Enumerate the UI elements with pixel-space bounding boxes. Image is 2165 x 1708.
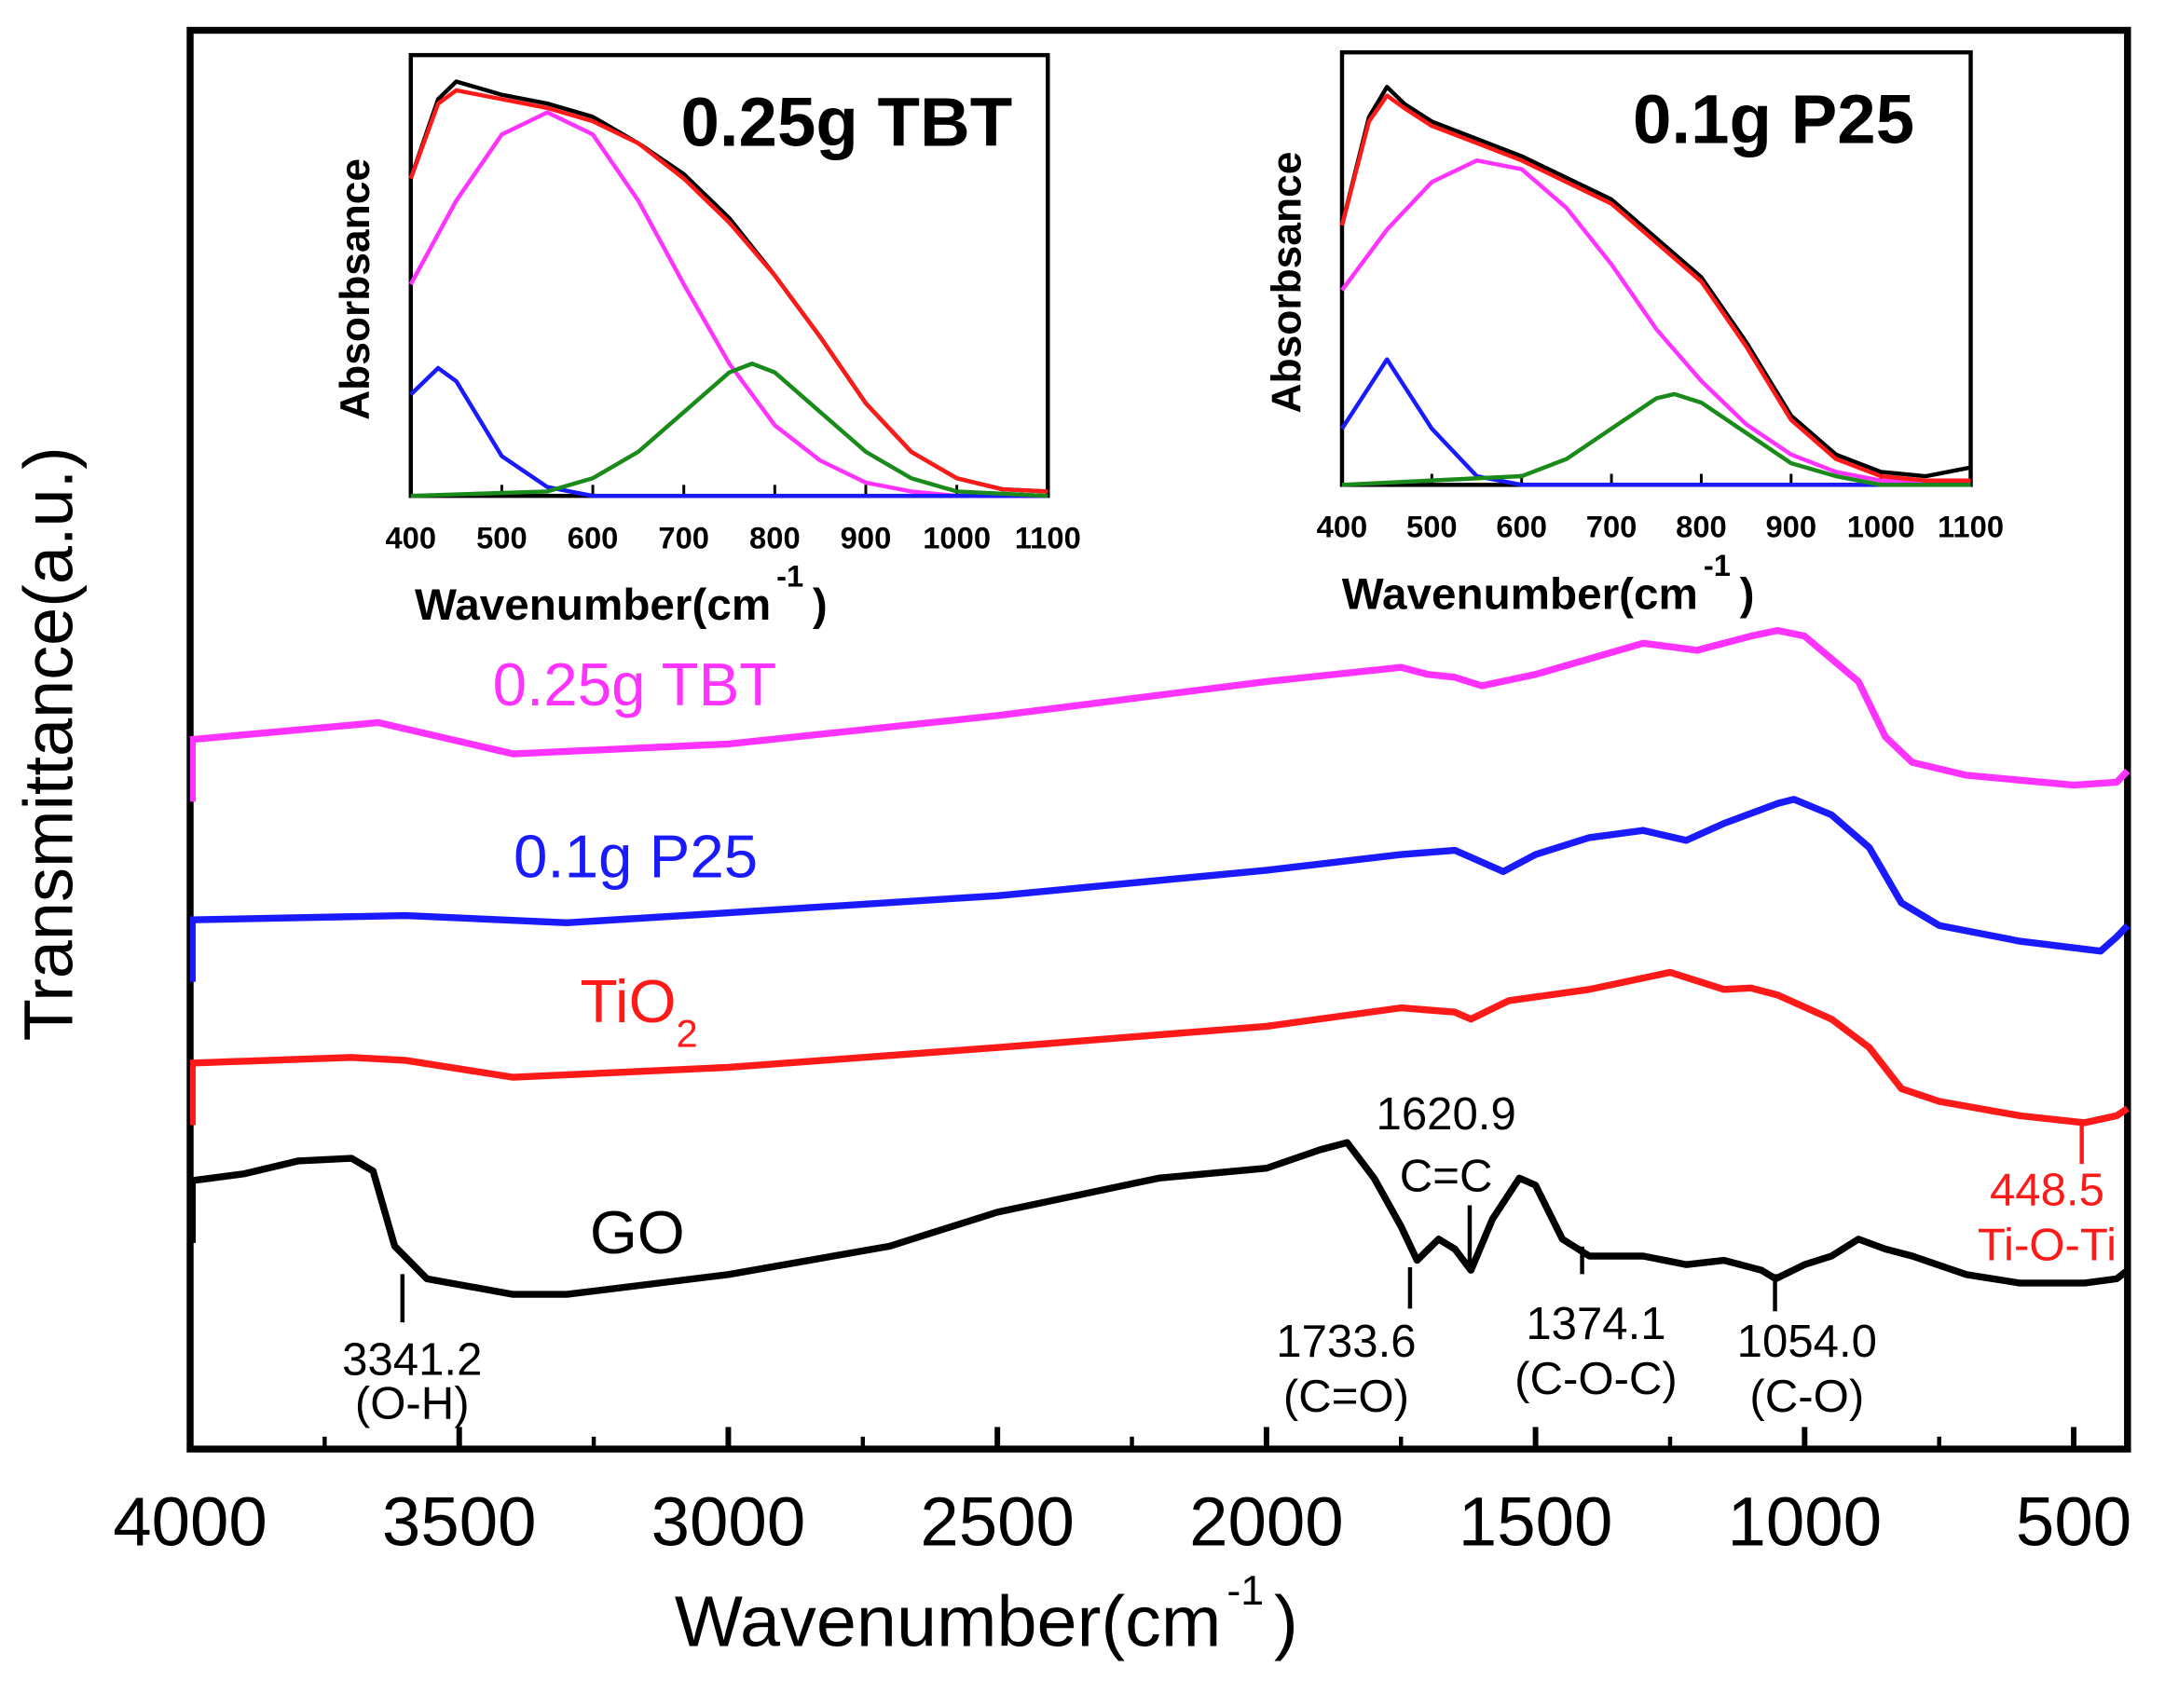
annotation-value: 1054.0	[1737, 1317, 1877, 1367]
annotation-value: 1374.1	[1526, 1299, 1665, 1349]
annotation-value: 3341.2	[342, 1334, 482, 1385]
inset-frame	[1339, 49, 1973, 487]
series-label-tio2: TiO2	[580, 967, 697, 1055]
main-x-axis-label: Wavenumber(cm	[675, 1582, 1222, 1662]
inset-x-axis-label-sup: -1	[776, 559, 803, 594]
series-label-go: GO	[590, 1198, 685, 1266]
inset-x-axis-label: Wavenumber(cm	[415, 581, 771, 630]
series-label-tbt: 0.25g TBT	[493, 650, 777, 718]
annotations-group: 3341.2(O-H)1733.6(C=O)1620.9C=C1374.1(C-…	[342, 1089, 2117, 1428]
inset-series-line-3	[410, 362, 1048, 499]
x-tick-label: 500	[2016, 1483, 2131, 1561]
inset-title: 0.25g TBT	[680, 84, 1012, 161]
main-y-axis-label: Transmittance(a.u.)	[9, 446, 87, 1041]
inset-x-tick-label: 600	[1496, 510, 1547, 544]
annotation-group: (C-O)	[1749, 1372, 1864, 1422]
inset-title: 0.1g P25	[1633, 81, 1914, 158]
inset-tbt: 400 500 600 700 800 900 1000 1100 0.25g TBT Waven…	[333, 52, 1081, 630]
annotation-group: (O-H)	[355, 1379, 470, 1429]
annotation-value: 1620.9	[1377, 1089, 1516, 1140]
inset-x-tick-label: 500	[1406, 510, 1458, 544]
inset-x-axis-label: Wavenumber(cm	[1342, 570, 1698, 620]
inset-x-tick-label: 400	[385, 520, 436, 554]
inset-p25: 400 500 600 700 800 900 1000 1100 0.1g P25 Wavenu…	[1264, 49, 2004, 620]
inset-series-line-0	[1339, 85, 1971, 479]
inset-x-tick-label: 500	[476, 520, 528, 554]
inset-x-tick-label: 800	[749, 520, 801, 554]
inset-series-line-2	[409, 365, 1048, 499]
inset-x-tick-label: 700	[658, 520, 709, 554]
main-x-ticks: 4000 3500 3000 2500 2000 1500 1000 500	[113, 1427, 2131, 1561]
inset-x-axis-label-close: )	[1740, 570, 1755, 620]
annotation-group: Ti-O-Ti	[1978, 1221, 2117, 1271]
inset-x-tick-label: 1100	[1938, 510, 2004, 544]
inset-series-line-4	[1339, 93, 1971, 483]
annotation-group: C=C	[1400, 1152, 1493, 1202]
series-line-1	[189, 796, 2131, 955]
x-tick-label: 2000	[1189, 1483, 1344, 1561]
annotation-value: 448.5	[1990, 1166, 2104, 1216]
main-x-axis-label-sup: -1	[1226, 1568, 1264, 1614]
inset-x-tick-label: 900	[1765, 510, 1816, 544]
x-tick-label: 1000	[1728, 1483, 1883, 1561]
annotation-value: 1733.6	[1276, 1317, 1416, 1367]
x-tick-label: 4000	[113, 1483, 267, 1561]
inset-x-axis-label-close: )	[813, 581, 828, 630]
inset-series-line-2	[1340, 357, 1971, 487]
inset-series-line-4	[408, 88, 1048, 494]
inset-x-tick-label: 400	[1317, 510, 1368, 544]
x-tick-label: 2500	[920, 1483, 1075, 1561]
inset-x-tick-label: 700	[1586, 510, 1637, 544]
main-series-group	[189, 626, 2131, 1298]
inset-x-tick-label: 900	[841, 520, 892, 554]
inset-series-line-1	[1340, 157, 1971, 487]
inset-x-axis-label-sup: -1	[1704, 548, 1731, 582]
inset-series-line-1	[408, 110, 1048, 499]
series-line-2	[189, 968, 2130, 1127]
inset-series-line-3	[1341, 391, 1971, 487]
series-label-p25: 0.1g P25	[514, 823, 758, 891]
inset-x-tick-label: 1100	[1015, 520, 1081, 554]
inset-x-tick-label: 600	[568, 520, 619, 554]
inset-y-axis-label: Absorbsance	[1264, 152, 1309, 414]
series-line-0	[189, 626, 2131, 789]
x-tick-label: 3500	[382, 1483, 537, 1561]
series-line-3	[189, 1139, 2131, 1298]
inset-x-tick-label: 1000	[923, 520, 991, 554]
annotation-group: (C=O)	[1283, 1372, 1409, 1422]
main-x-axis-label-close: )	[1274, 1582, 1298, 1662]
inset-y-axis-label: Absorbsance	[333, 158, 378, 420]
inset-x-tick-label: 1000	[1847, 510, 1915, 544]
x-tick-label: 3000	[651, 1483, 806, 1561]
annotation-group: (C-O-C)	[1514, 1354, 1678, 1404]
x-tick-label: 1500	[1459, 1483, 1613, 1561]
inset-x-tick-label: 800	[1676, 510, 1727, 544]
